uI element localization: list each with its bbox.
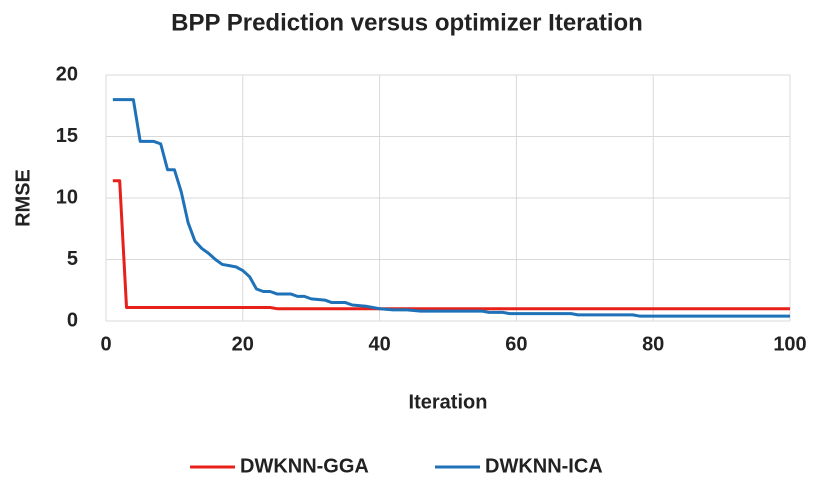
y-tick-label: 20 [56, 63, 78, 85]
legend-label: DWKNN-GGA [240, 455, 369, 477]
data-line [112, 179, 790, 311]
y-tick-label: 0 [67, 309, 78, 331]
y-tick-label: 5 [67, 248, 78, 270]
legend-label: DWKNN-ICA [485, 455, 603, 477]
x-tick-label: 40 [368, 333, 390, 355]
y-tick-label: 15 [56, 125, 78, 147]
y-tick-label: 10 [56, 186, 78, 208]
x-tick-label: 60 [505, 333, 527, 355]
data-line [112, 98, 790, 318]
x-tick-label: 80 [642, 333, 664, 355]
chart-title: BPP Prediction versus optimizer Iteratio… [171, 9, 643, 36]
x-axis-label: Iteration [409, 391, 488, 413]
x-tick-label: 0 [100, 333, 111, 355]
x-tick-label: 20 [232, 333, 254, 355]
y-axis-label: RMSE [12, 169, 34, 227]
x-tick-label: 100 [773, 333, 806, 355]
